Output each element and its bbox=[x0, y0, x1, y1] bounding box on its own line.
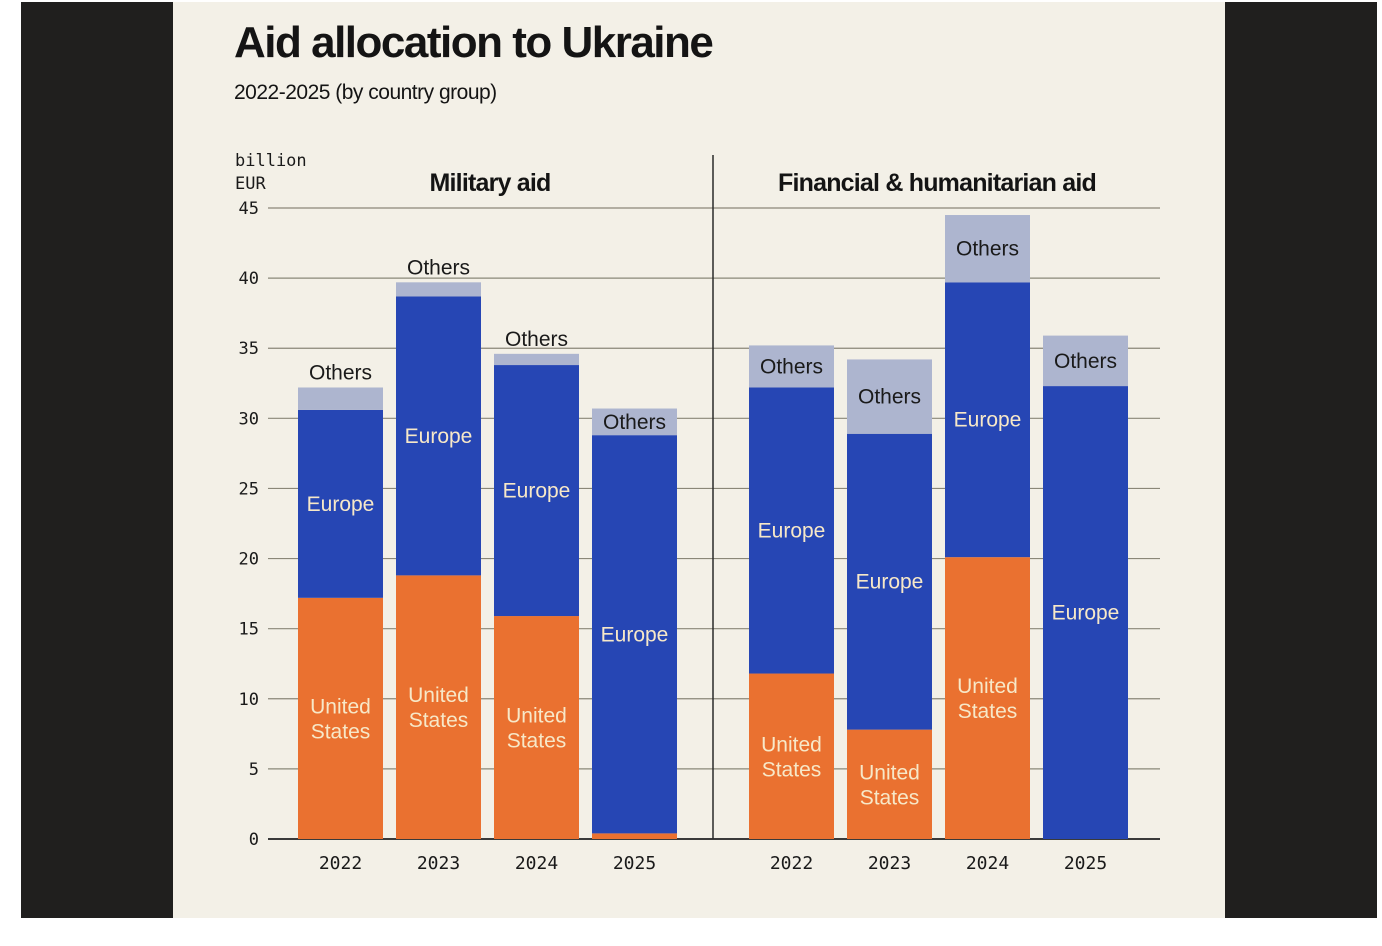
bar-label-europe: Europe bbox=[954, 409, 1022, 432]
bar-segment-united-states bbox=[592, 833, 677, 839]
bar-segment-europe bbox=[945, 282, 1030, 558]
bar-label-others: Others bbox=[760, 355, 823, 378]
bar-segment-others bbox=[396, 282, 481, 297]
y-tick-label: 40 bbox=[239, 269, 259, 289]
bar-label-united-states: States bbox=[409, 709, 469, 732]
x-tick-label: 2025 bbox=[613, 853, 656, 874]
y-tick-label: 15 bbox=[239, 620, 259, 640]
bar-label-united-states: States bbox=[507, 730, 567, 753]
bar-label-europe: Europe bbox=[601, 623, 669, 646]
y-tick-label: 5 bbox=[249, 760, 259, 780]
bar-label-united-states: States bbox=[860, 786, 920, 809]
bar-segment-europe bbox=[298, 409, 383, 598]
bar-label-united-states: United bbox=[310, 695, 371, 718]
x-tick-label: 2022 bbox=[770, 853, 813, 874]
x-tick-label: 2023 bbox=[868, 853, 911, 874]
bar-segment-others bbox=[749, 345, 834, 388]
bar-segment-europe bbox=[494, 365, 579, 617]
y-axis-unit-label: EUR bbox=[235, 174, 266, 194]
bar-segment-others bbox=[592, 408, 677, 436]
bar-segment-europe bbox=[1043, 386, 1128, 839]
chart-subtitle: 2022-2025 (by country group) bbox=[234, 81, 497, 104]
bar-segment-others bbox=[945, 215, 1030, 283]
bar-label-united-states: United bbox=[957, 675, 1018, 698]
bar-label-europe: Europe bbox=[758, 520, 826, 543]
y-tick-label: 35 bbox=[239, 339, 259, 359]
bar-label-united-states: States bbox=[311, 720, 371, 743]
y-tick-label: 0 bbox=[249, 830, 259, 850]
bar-label-others: Others bbox=[505, 328, 568, 351]
bar-label-europe: Europe bbox=[1052, 602, 1120, 625]
y-tick-label: 25 bbox=[239, 479, 259, 499]
bar-label-others: Others bbox=[309, 361, 372, 384]
panel-title-military: Military aid bbox=[430, 169, 551, 197]
x-tick-label: 2025 bbox=[1064, 853, 1107, 874]
bar-label-united-states: States bbox=[958, 700, 1018, 723]
bar-segment-united-states bbox=[749, 673, 834, 839]
bar-label-europe: Europe bbox=[856, 571, 924, 594]
bar-label-united-states: States bbox=[762, 758, 822, 781]
bar-label-united-states: United bbox=[761, 733, 822, 756]
bar-label-others: Others bbox=[603, 411, 666, 434]
bar-label-others: Others bbox=[858, 386, 921, 409]
bar-segment-europe bbox=[749, 387, 834, 674]
bar-label-united-states: United bbox=[506, 705, 567, 728]
y-axis-unit-label: billion bbox=[235, 151, 307, 171]
y-tick-label: 20 bbox=[239, 550, 259, 570]
x-tick-label: 2022 bbox=[319, 853, 362, 874]
bar-segment-united-states bbox=[494, 616, 579, 839]
bar-segment-europe bbox=[847, 433, 932, 730]
bar-label-united-states: United bbox=[859, 761, 920, 784]
y-tick-label: 30 bbox=[239, 409, 259, 429]
bar-label-others: Others bbox=[956, 238, 1019, 261]
bar-label-europe: Europe bbox=[503, 480, 571, 503]
bar-label-united-states: United bbox=[408, 684, 469, 707]
x-tick-label: 2023 bbox=[417, 853, 460, 874]
x-tick-label: 2024 bbox=[515, 853, 558, 874]
bar-segment-united-states bbox=[847, 729, 932, 839]
y-tick-label: 10 bbox=[239, 690, 259, 710]
bar-segment-europe bbox=[396, 296, 481, 576]
bar-segment-others bbox=[847, 359, 932, 434]
bar-segment-others bbox=[1043, 335, 1128, 387]
bar-segment-united-states bbox=[396, 575, 481, 839]
bar-segment-others bbox=[298, 387, 383, 410]
bar-segment-others bbox=[494, 353, 579, 366]
bar-label-europe: Europe bbox=[405, 425, 473, 448]
bar-segment-united-states bbox=[298, 597, 383, 839]
panel-title-financial: Financial & humanitarian aid bbox=[778, 169, 1096, 197]
bar-segment-united-states bbox=[945, 557, 1030, 839]
y-tick-label: 45 bbox=[239, 199, 259, 219]
chart-title: Aid allocation to Ukraine bbox=[234, 18, 714, 67]
bar-segment-europe bbox=[592, 435, 677, 834]
bar-label-europe: Europe bbox=[307, 493, 375, 516]
bar-label-others: Others bbox=[1054, 350, 1117, 373]
bar-label-others: Others bbox=[407, 256, 470, 279]
x-tick-label: 2024 bbox=[966, 853, 1009, 874]
